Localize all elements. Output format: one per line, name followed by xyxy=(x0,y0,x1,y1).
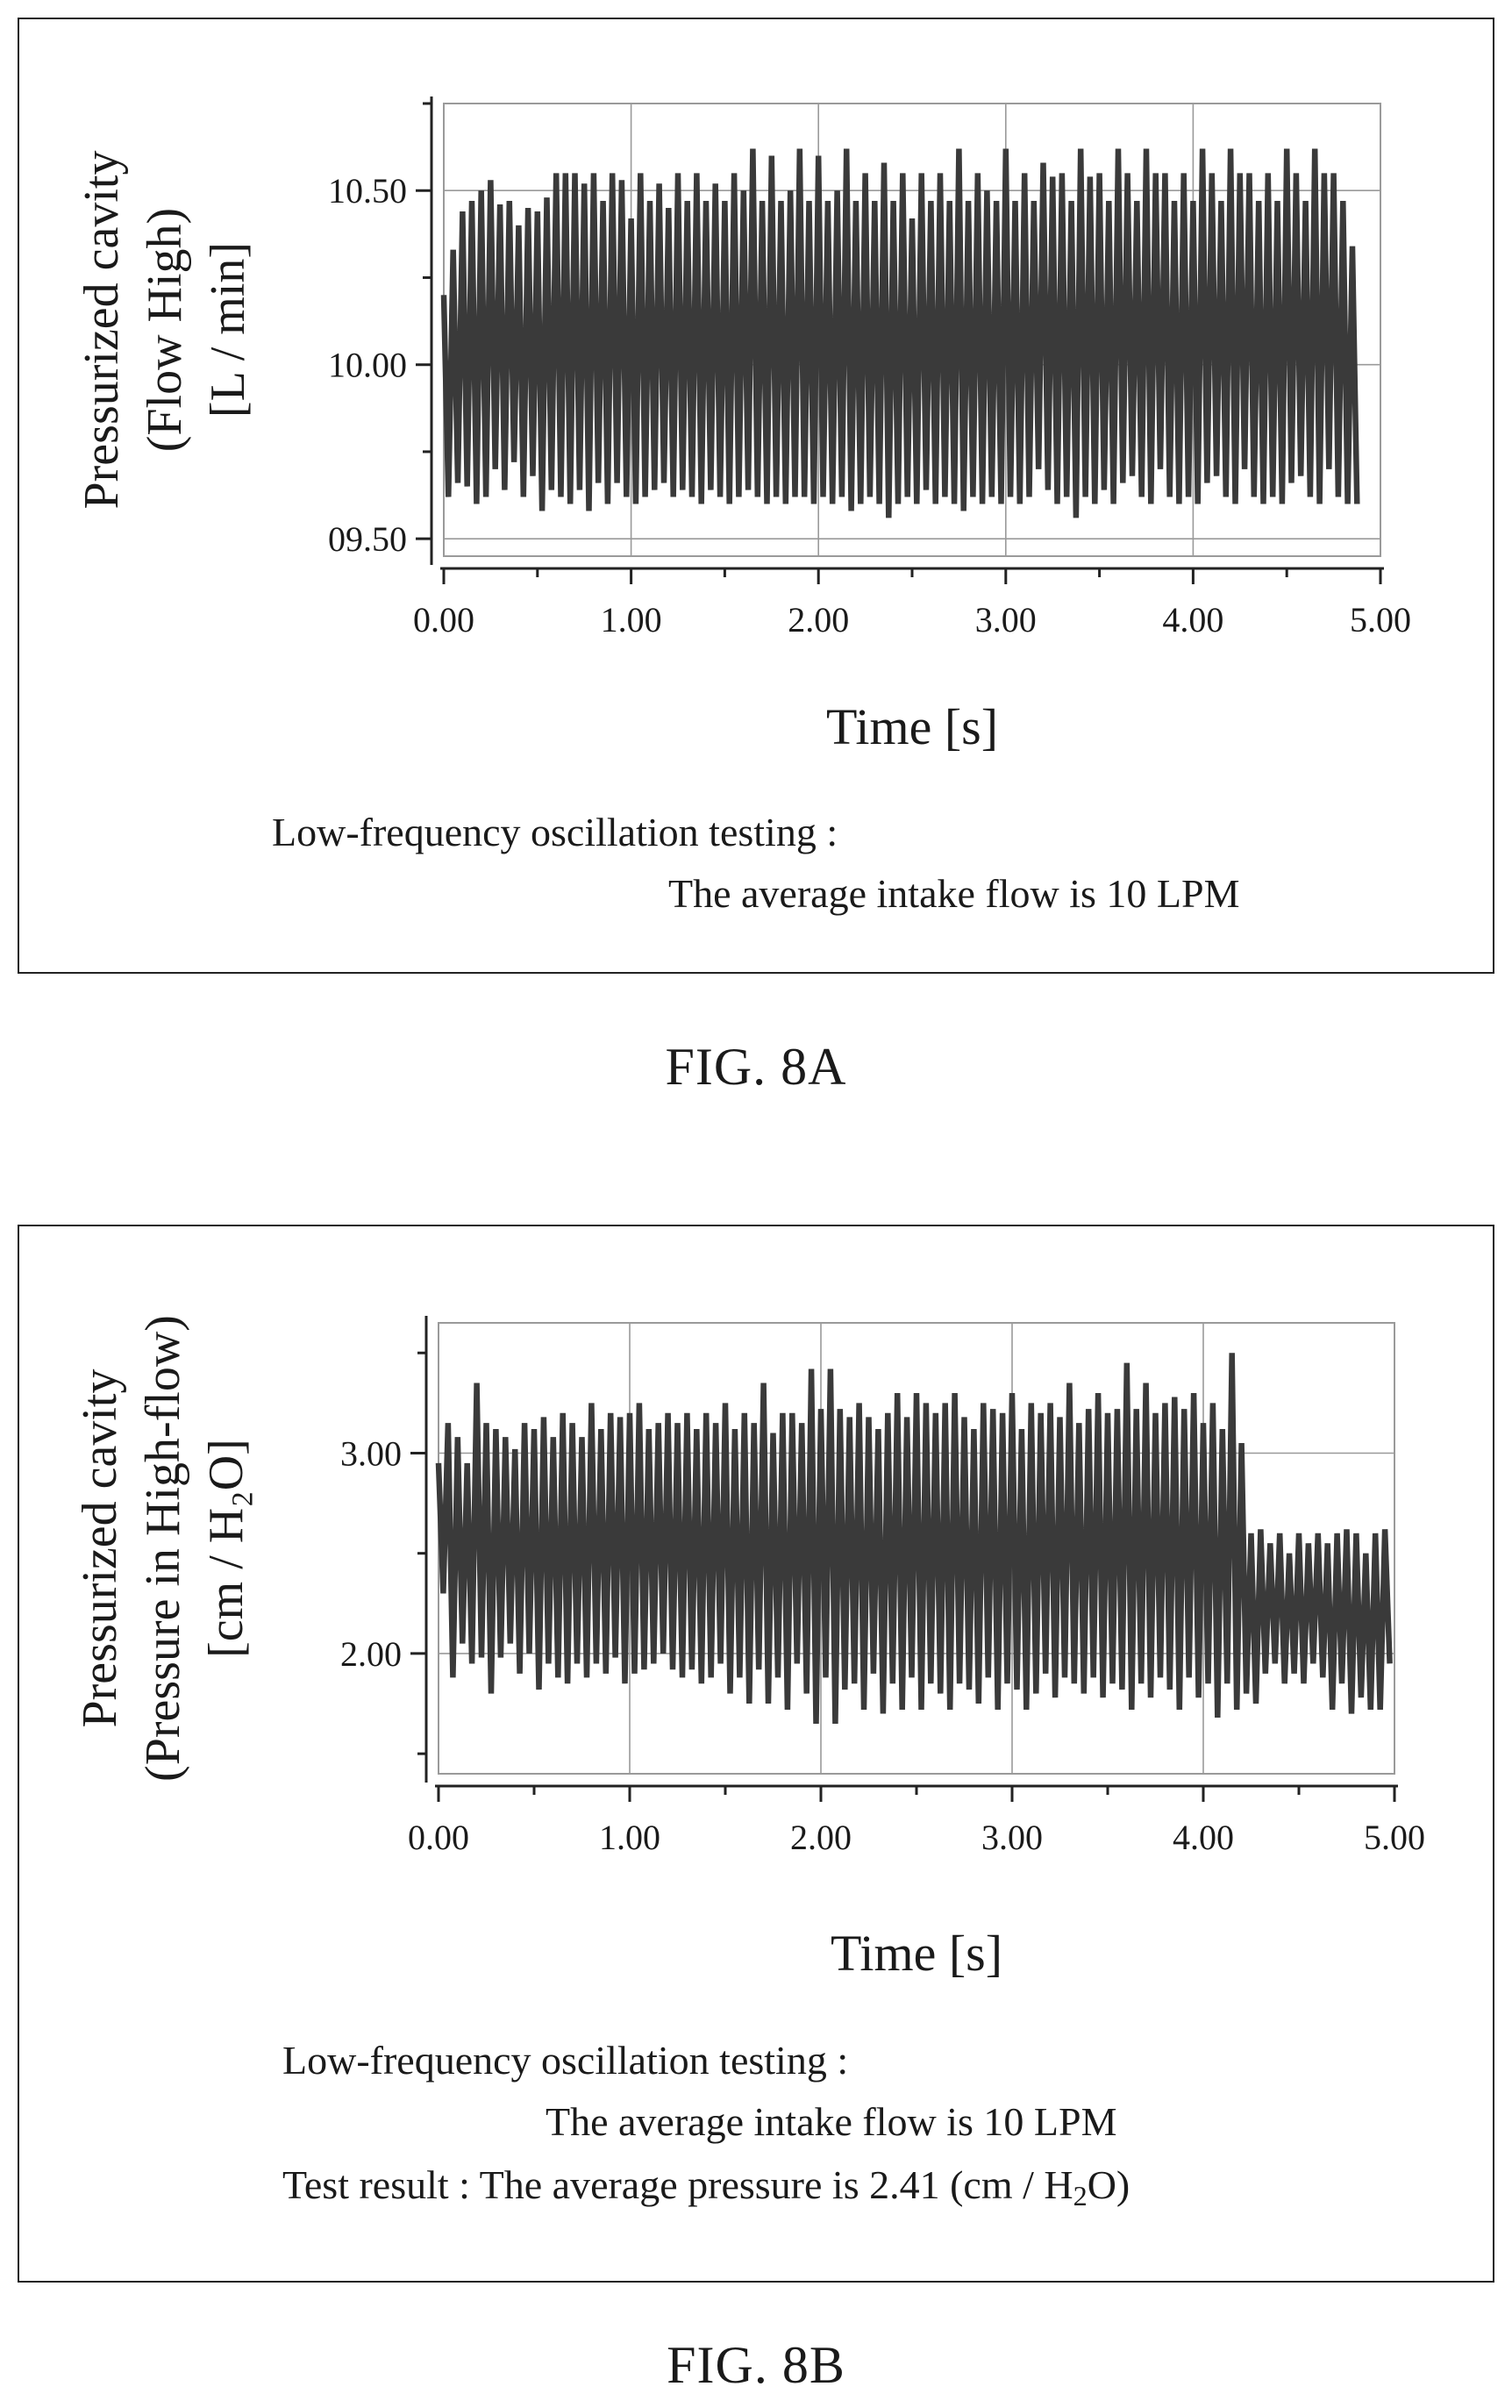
y-tick-label: 3.00 xyxy=(340,1433,402,1473)
series-line xyxy=(435,1353,1393,1724)
chart-a-caption-line1: Low-frequency oscillation testing : xyxy=(272,810,838,854)
chart-a-canvas: 10.50 10.00 09.50 0.00 1.00 2.00 3.00 4.00 5.00 T… xyxy=(75,96,1411,755)
y-axis-title-line: (Flow High) xyxy=(138,208,192,452)
x-axis-title: Time [s] xyxy=(831,1925,1002,1982)
x-tick-label: 2.00 xyxy=(790,1818,852,1857)
series-line xyxy=(440,148,1360,518)
test-result-text: Test result : The average pressure is 2.… xyxy=(282,2162,1073,2207)
x-tick-label: 1.00 xyxy=(601,600,662,640)
x-tick-label: 5.00 xyxy=(1364,1818,1425,1857)
x-tick-label: 3.00 xyxy=(975,600,1037,640)
y-tick-label: 09.50 xyxy=(328,519,407,559)
figure-label-b: FIG. 8B xyxy=(667,2336,845,2394)
test-result-suffix: O) xyxy=(1087,2162,1130,2207)
x-axis-title: Time [s] xyxy=(826,698,998,755)
test-result-subscript: 2 xyxy=(1073,2180,1088,2212)
x-tick-label: 2.00 xyxy=(788,600,849,640)
y-axis-title-line: Pressurized cavity xyxy=(75,151,129,510)
x-tick-label: 0.00 xyxy=(413,600,474,640)
x-tick-label: 3.00 xyxy=(981,1818,1043,1857)
chart-b-caption-line1: Low-frequency oscillation testing : xyxy=(282,2038,849,2083)
y-tick-label: 10.00 xyxy=(328,346,407,385)
chart-a-caption-line2: The average intake flow is 10 LPM xyxy=(668,871,1240,916)
y-axis-title-line: [cm / H₂O] xyxy=(199,1439,253,1658)
chart-b-canvas: 3.00 2.00 0.00 1.00 2.00 3.00 4.00 5.00 Time [s]… xyxy=(73,1315,1425,1982)
x-tick-label: 1.00 xyxy=(599,1818,660,1857)
x-tick-label: 4.00 xyxy=(1162,600,1223,640)
x-tick-label: 0.00 xyxy=(408,1818,469,1857)
y-tick-label: 2.00 xyxy=(340,1634,402,1674)
y-axis-title-line: (Pressure in High-flow) xyxy=(136,1315,190,1782)
chart-b-caption-line2: The average intake flow is 10 LPM xyxy=(546,2099,1117,2144)
figure-label-a: FIG. 8A xyxy=(665,1038,847,1096)
x-tick-label: 5.00 xyxy=(1350,600,1411,640)
chart-panel-a: 10.50 10.00 09.50 0.00 1.00 2.00 3.00 4.00 5.00 T… xyxy=(18,18,1494,974)
y-axis-title-line: [L / min] xyxy=(201,242,255,418)
y-axis-title-line: Pressurized cavity xyxy=(73,1369,127,1728)
x-tick-label: 4.00 xyxy=(1173,1818,1234,1857)
chart-panel-b: 3.00 2.00 0.00 1.00 2.00 3.00 4.00 5.00 Time [s]… xyxy=(18,1225,1494,2283)
chart-b-test-result: Test result : The average pressure is 2.… xyxy=(282,2161,1130,2210)
y-tick-label: 10.50 xyxy=(328,171,407,211)
plot-frame xyxy=(438,1322,1395,1775)
